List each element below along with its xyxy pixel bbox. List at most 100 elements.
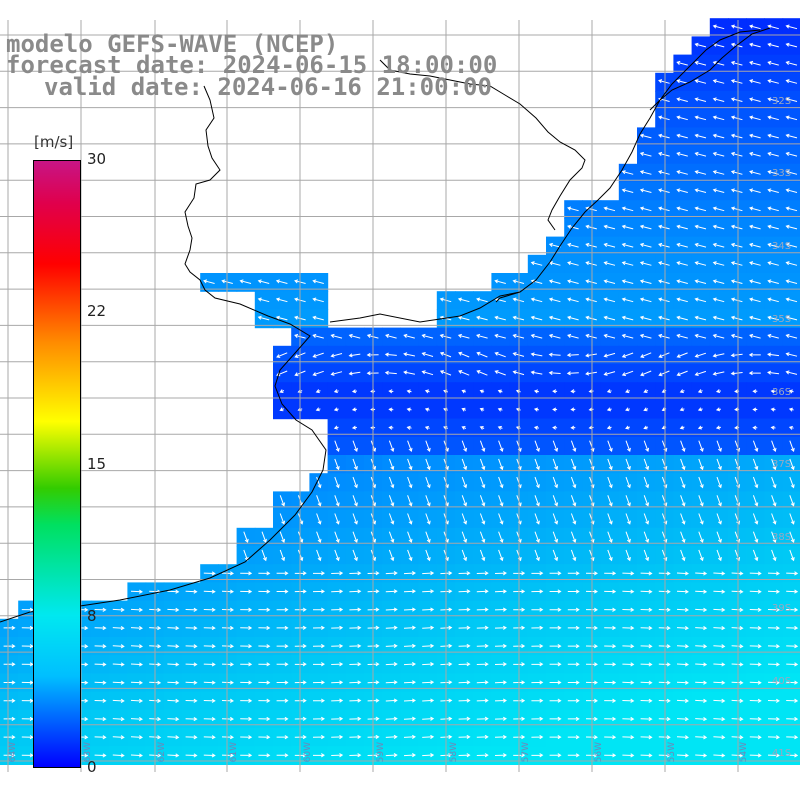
wind-arrow bbox=[258, 716, 271, 722]
wind-arrow bbox=[603, 352, 616, 358]
wind-arrow bbox=[312, 370, 324, 377]
wind-arrow bbox=[752, 407, 758, 412]
wind-arrow bbox=[385, 734, 398, 740]
wind-arrow bbox=[731, 735, 744, 740]
wind-arrow bbox=[458, 370, 470, 376]
lon-label: 59W bbox=[376, 742, 386, 763]
wind-arrow bbox=[621, 370, 634, 377]
wind-arrow bbox=[786, 589, 799, 594]
wind-arrow bbox=[167, 735, 180, 740]
wind-arrow bbox=[749, 24, 761, 30]
wind-arrow bbox=[312, 333, 324, 339]
wind-arrow bbox=[640, 735, 653, 740]
wind-arrow bbox=[421, 352, 434, 357]
wind-arrow bbox=[385, 625, 398, 630]
wind-arrow bbox=[603, 371, 616, 376]
wind-arrow bbox=[679, 407, 685, 412]
wind-arrow bbox=[731, 625, 744, 631]
wind-arrow bbox=[531, 680, 544, 685]
wind-arrow bbox=[716, 495, 722, 507]
wind-arrow bbox=[312, 753, 325, 758]
wind-arrow bbox=[240, 735, 253, 740]
wind-arrow bbox=[786, 625, 799, 631]
wind-arrow bbox=[676, 115, 688, 121]
wind-arrow bbox=[476, 753, 489, 758]
wind-arrow bbox=[712, 79, 725, 84]
wind-arrow bbox=[730, 279, 743, 284]
wind-arrow bbox=[767, 735, 780, 740]
wind-arrow bbox=[352, 531, 358, 544]
wind-arrow bbox=[112, 607, 125, 612]
wind-arrow bbox=[312, 680, 325, 685]
wind-arrow bbox=[112, 625, 125, 631]
wind-arrow bbox=[749, 188, 761, 193]
wind-arrow bbox=[643, 549, 650, 562]
wind-arrow bbox=[767, 206, 779, 212]
wind-arrow bbox=[258, 662, 271, 667]
wind-arrow bbox=[749, 698, 762, 703]
wind-arrow bbox=[771, 549, 777, 562]
wind-arrow bbox=[497, 407, 503, 412]
wind-arrow bbox=[349, 589, 362, 594]
wind-arrow bbox=[566, 371, 579, 376]
wind-arrow bbox=[658, 79, 670, 84]
wind-arrow bbox=[786, 698, 799, 703]
wind-arrow bbox=[407, 495, 413, 507]
wind-arrow bbox=[312, 643, 325, 649]
wind-arrow bbox=[607, 549, 613, 562]
wind-arrow bbox=[658, 115, 670, 121]
wind-arrow bbox=[458, 680, 471, 685]
wind-arrow bbox=[716, 549, 722, 562]
wind-arrow bbox=[730, 206, 743, 212]
wind-arrow bbox=[185, 698, 198, 703]
wind-arrow bbox=[403, 698, 416, 703]
wind-arrow bbox=[552, 440, 559, 453]
colorbar-unit: [m/s] bbox=[34, 133, 74, 151]
wind-arrow bbox=[639, 279, 652, 284]
wind-arrow bbox=[695, 625, 708, 631]
wind-arrow bbox=[552, 513, 559, 525]
wind-arrow bbox=[695, 680, 708, 685]
wind-arrow bbox=[112, 753, 125, 758]
wind-arrow bbox=[639, 297, 652, 303]
wind-arrow bbox=[567, 625, 580, 631]
wind-arrow bbox=[771, 531, 777, 544]
wind-arrow bbox=[730, 170, 743, 175]
wind-arrow bbox=[625, 513, 631, 525]
wind-arrow bbox=[457, 333, 470, 339]
wind-arrow bbox=[425, 440, 431, 453]
wind-arrow bbox=[185, 644, 198, 649]
wind-arrow bbox=[534, 549, 540, 562]
wind-arrow bbox=[625, 476, 631, 489]
wind-arrow bbox=[203, 716, 216, 722]
wind-arrow bbox=[494, 662, 507, 667]
wind-arrow bbox=[422, 680, 435, 685]
wind-arrow bbox=[658, 333, 670, 339]
wind-arrow bbox=[712, 24, 725, 30]
wind-arrow bbox=[676, 79, 688, 84]
wind-arrow bbox=[622, 753, 635, 758]
wind-arrow bbox=[457, 315, 470, 321]
wind-arrow bbox=[388, 407, 394, 412]
wind-arrow bbox=[531, 698, 544, 703]
wind-arrow bbox=[422, 607, 435, 612]
wind-arrow bbox=[316, 549, 322, 562]
wind-arrow bbox=[185, 662, 198, 667]
wind-arrow bbox=[567, 333, 579, 339]
wind-arrow bbox=[203, 644, 216, 649]
wind-arrow bbox=[476, 370, 488, 376]
wind-arrow bbox=[694, 151, 707, 157]
wind-arrow bbox=[494, 734, 507, 740]
colorbar-tick: 8 bbox=[87, 607, 97, 625]
wind-arrow bbox=[316, 476, 322, 489]
wind-arrow bbox=[331, 625, 344, 630]
wind-arrow bbox=[112, 644, 125, 649]
wind-arrow bbox=[258, 625, 271, 631]
wind-arrow bbox=[676, 662, 689, 667]
wind-arrow bbox=[639, 315, 652, 321]
wind-arrow bbox=[351, 389, 357, 394]
wind-arrow bbox=[767, 607, 780, 612]
wind-arrow bbox=[625, 389, 630, 394]
wind-arrow bbox=[604, 716, 617, 722]
wind-arrow bbox=[749, 644, 762, 649]
